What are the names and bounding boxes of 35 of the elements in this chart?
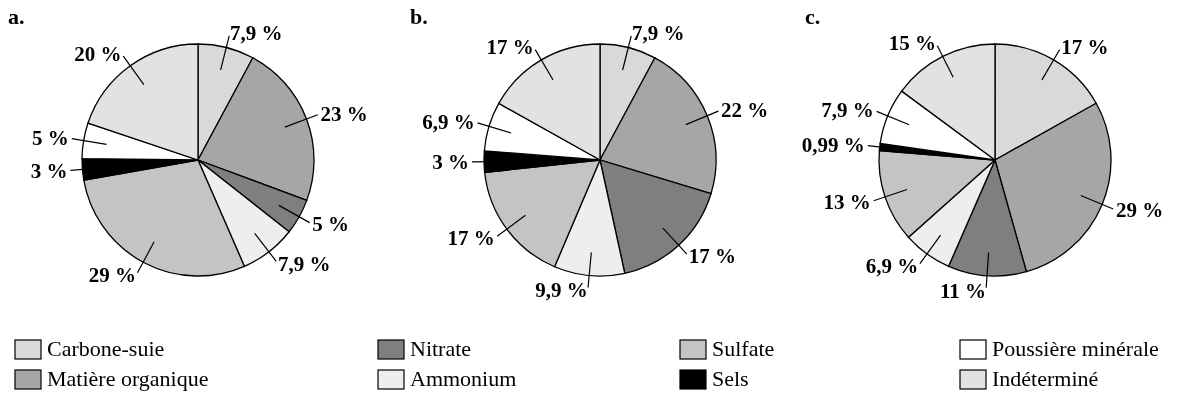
legend-label: Sulfate [712,336,775,361]
data-label: 23 % [320,101,368,126]
data-label: 6,9 % [865,254,919,279]
legend-label: Indéterminé [992,366,1099,391]
data-label: 6,9 % [422,109,475,134]
data-label: 5 % [312,212,350,237]
data-label: 15 % [888,31,936,56]
legend-label: Poussière minérale [992,336,1159,361]
data-label: 3 % [30,158,68,183]
legend-label: Matière organique [47,366,209,391]
data-label: 17 % [688,244,737,269]
data-label: 9,9 % [535,278,588,303]
legend-label: Sels [712,366,749,391]
data-label: 17 % [486,35,534,59]
data-label: 7,9 % [229,20,283,45]
legend-label: Nitrate [410,336,472,361]
chart-title: c. [805,4,821,29]
legend-label: Ammonium [410,366,517,391]
data-label: 7,9 % [631,20,685,45]
data-label: 29 % [1116,198,1164,223]
data-label: 22 % [721,98,769,123]
data-label: 13 % [823,189,871,214]
data-label: 0,99 % [801,133,865,158]
data-label: 17 % [447,226,495,251]
chart-title: b. [410,4,428,29]
data-label: 29 % [88,263,137,288]
data-label: 20 % [74,41,122,66]
chart-title: a. [8,4,25,29]
data-label: 7,9 % [821,98,874,123]
data-label: 7,9 % [278,251,331,276]
data-label: 5 % [32,126,69,151]
legend-label: Carbone-suie [47,336,165,361]
data-label: 3 % [432,149,470,174]
data-label: 17 % [1061,34,1109,59]
data-label: 11 % [939,278,986,303]
